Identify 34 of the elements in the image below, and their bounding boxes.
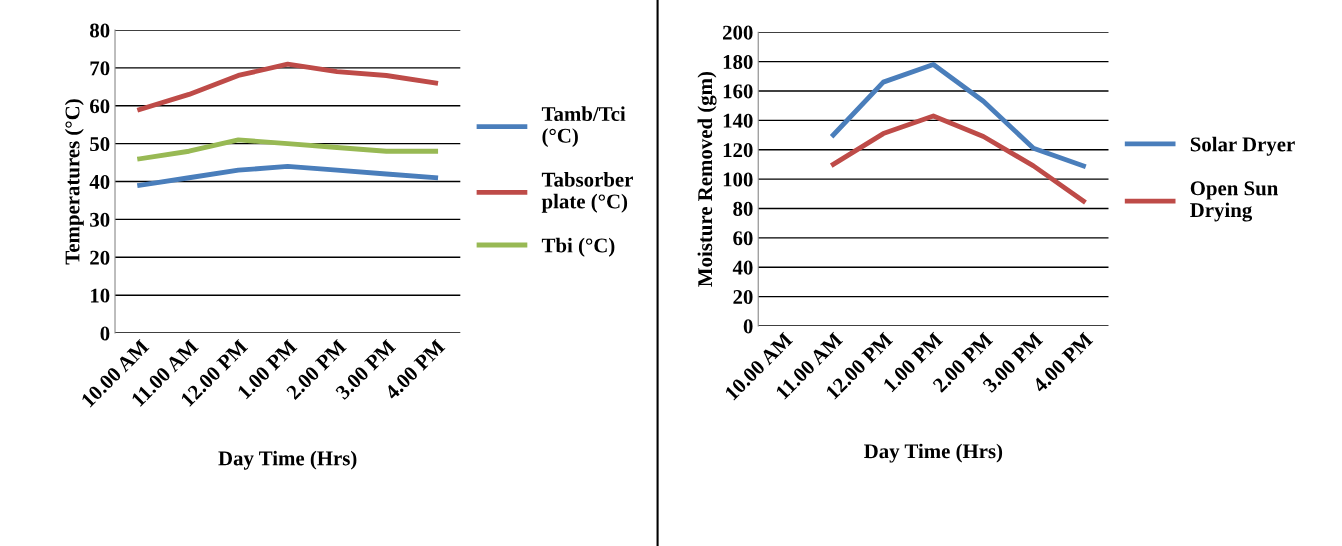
y-tick-label: 180 bbox=[723, 54, 753, 70]
legend-label: Solar Dryer bbox=[1190, 136, 1295, 156]
y-tick-label: 70 bbox=[90, 61, 110, 76]
y-tick-label: 60 bbox=[90, 99, 110, 114]
x-axis-title: Day Time (Hrs) bbox=[864, 443, 1003, 463]
line-series bbox=[137, 61, 439, 113]
y-axis-title: Moisture Removed (gm) bbox=[697, 72, 717, 287]
y-tick-label: 50 bbox=[90, 137, 110, 152]
x-axis-title: Day Time (Hrs) bbox=[218, 450, 357, 470]
y-tick-label: 10 bbox=[90, 288, 110, 303]
y-tick-label: 20 bbox=[90, 250, 110, 265]
y-tick-label: 200 bbox=[722, 25, 753, 40]
line-series bbox=[830, 113, 1086, 204]
y-tick-label: 160 bbox=[723, 84, 753, 99]
y-tick-label: 20 bbox=[733, 289, 753, 305]
y-tick-label: 100 bbox=[723, 172, 753, 187]
y-tick-label: 0 bbox=[743, 319, 753, 334]
y-tick-label: 120 bbox=[723, 143, 753, 158]
legend-label: Open Sun Drying bbox=[1190, 181, 1279, 222]
y-tick-label: 40 bbox=[732, 260, 753, 275]
legend-label: Tbi (°C) bbox=[541, 237, 615, 257]
legend-label: Tabsorber plate (°C) bbox=[541, 172, 633, 213]
line-series bbox=[830, 62, 1086, 169]
y-tick-label: 60 bbox=[733, 231, 753, 246]
y-tick-label: 80 bbox=[733, 201, 753, 216]
y-tick-label: 80 bbox=[90, 23, 110, 38]
line-series bbox=[137, 137, 439, 162]
line-series bbox=[137, 163, 439, 188]
y-axis-title: Temperatures (°C) bbox=[64, 99, 84, 265]
y-tick-label: 0 bbox=[100, 326, 110, 341]
legend-label: Tamb/Tci (°C) bbox=[541, 106, 626, 148]
y-tick-label: 30 bbox=[90, 212, 110, 227]
y-tick-label: 140 bbox=[723, 113, 753, 128]
y-tick-label: 40 bbox=[89, 174, 110, 189]
